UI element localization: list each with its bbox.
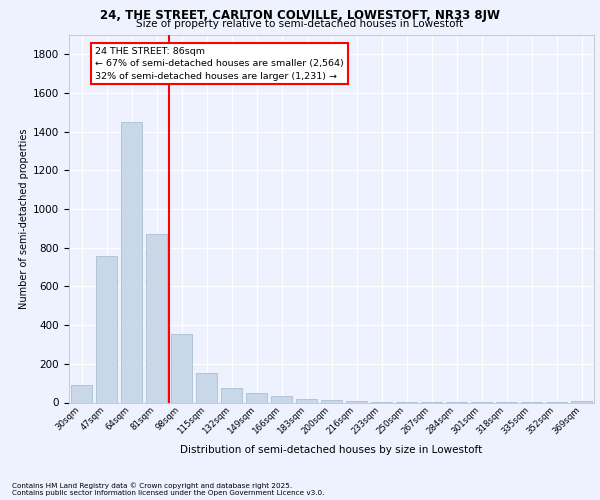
Bar [246,393,267,402]
Bar [346,400,367,402]
Bar [121,122,142,402]
Text: Contains HM Land Registry data © Crown copyright and database right 2025.: Contains HM Land Registry data © Crown c… [12,482,292,489]
Text: Size of property relative to semi-detached houses in Lowestoft: Size of property relative to semi-detach… [136,19,464,29]
Bar [271,396,292,402]
Text: Contains public sector information licensed under the Open Government Licence v3: Contains public sector information licen… [12,490,325,496]
Bar [321,400,342,402]
Text: 24, THE STREET, CARLTON COLVILLE, LOWESTOFT, NR33 8JW: 24, THE STREET, CARLTON COLVILLE, LOWEST… [100,9,500,22]
Bar [96,256,117,402]
Bar [196,372,217,402]
Bar [296,398,317,402]
Bar [571,401,592,402]
Bar [221,388,242,402]
Bar [146,234,167,402]
Bar [171,334,192,402]
Text: 24 THE STREET: 86sqm
← 67% of semi-detached houses are smaller (2,564)
32% of se: 24 THE STREET: 86sqm ← 67% of semi-detac… [95,46,344,80]
Bar [71,385,92,402]
X-axis label: Distribution of semi-detached houses by size in Lowestoft: Distribution of semi-detached houses by … [181,444,482,454]
Y-axis label: Number of semi-detached properties: Number of semi-detached properties [19,128,29,309]
